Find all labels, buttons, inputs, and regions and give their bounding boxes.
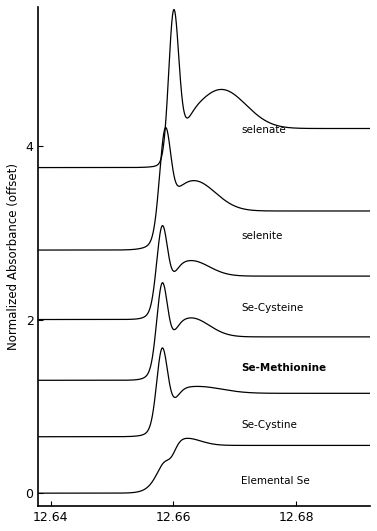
Y-axis label: Normalized Absorbance (offset): Normalized Absorbance (offset): [7, 163, 20, 350]
Text: Se-Methionine: Se-Methionine: [241, 363, 326, 373]
Text: Se-Cysteine: Se-Cysteine: [241, 303, 303, 313]
Text: Elemental Se: Elemental Se: [241, 476, 310, 486]
Text: selenate: selenate: [241, 125, 286, 134]
Text: Se-Cystine: Se-Cystine: [241, 420, 297, 430]
Text: selenite: selenite: [241, 232, 282, 242]
